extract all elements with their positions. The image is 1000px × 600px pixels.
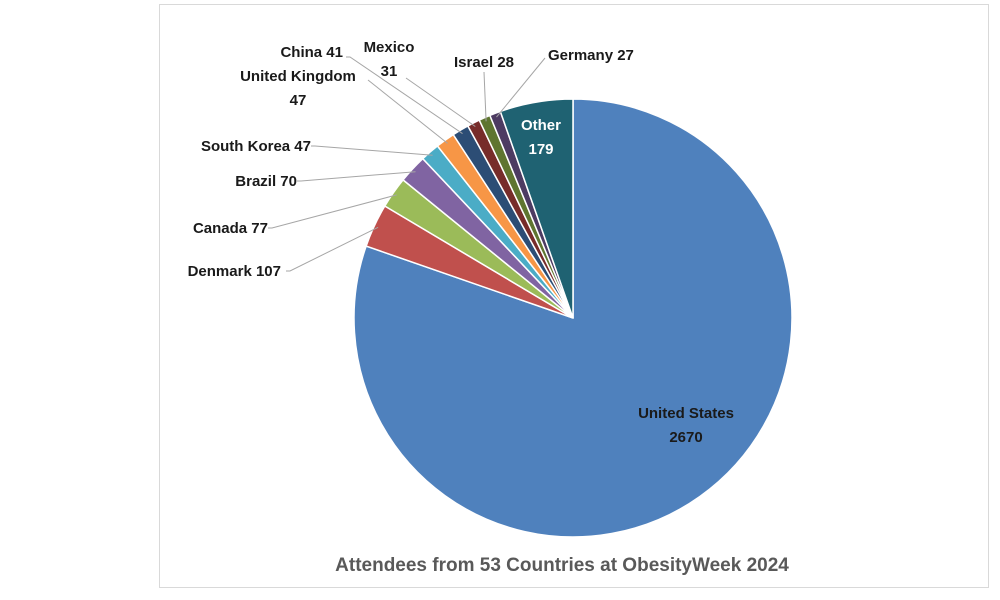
leader-line-china	[346, 56, 463, 135]
leader-line-south-korea	[311, 145, 433, 156]
pie-slice-other	[499, 98, 574, 319]
leader-lines	[268, 56, 546, 272]
slice-labels: United States 2670 Denmark 107 Canada 77 Bra…	[188, 39, 734, 446]
leader-line-brazil	[297, 171, 416, 182]
slice-label-china: China 41	[280, 44, 343, 61]
slice-label-denmark: Denmark 107	[188, 263, 281, 280]
slice-label-south-korea: South Korea 47	[201, 138, 311, 155]
leader-line-mexico	[405, 77, 476, 127]
pie-slices	[353, 98, 793, 538]
leader-line-united-kingdom	[367, 79, 448, 144]
slice-label-canada: Canada 77	[193, 220, 268, 237]
slice-label-united-states: United States 2670	[638, 405, 734, 446]
slice-label-germany: Germany 27	[548, 47, 634, 64]
slice-label-israel: Israel 28	[454, 54, 514, 71]
slice-label-other: Other 179	[521, 117, 561, 158]
leader-line-israel	[483, 71, 487, 122]
slice-label-united-kingdom: United Kingdom 47	[240, 68, 356, 109]
slice-label-brazil: Brazil 70	[235, 173, 297, 190]
leader-line-canada	[268, 194, 397, 229]
chart-title: Attendees from 53 Countries at ObesityWe…	[335, 555, 789, 576]
leader-line-denmark	[286, 226, 379, 272]
leader-line-germany	[496, 57, 546, 118]
slice-label-mexico: Mexico 31	[364, 39, 415, 80]
